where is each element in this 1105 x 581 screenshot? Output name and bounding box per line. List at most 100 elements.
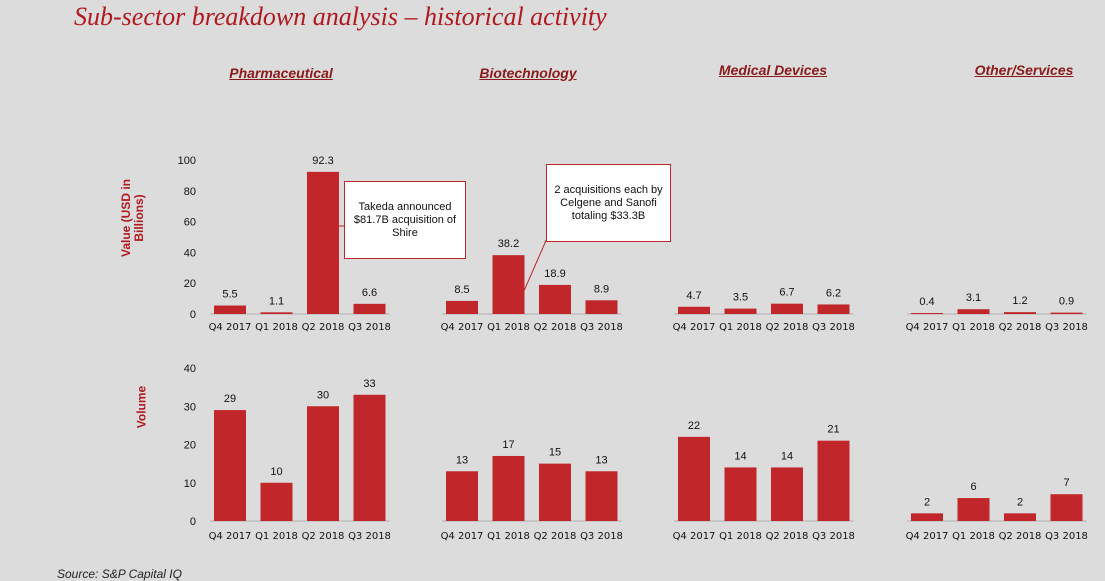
value-ytick-label: 40 [184, 247, 196, 259]
value-data-label: 1.1 [269, 295, 284, 307]
volume-data-label: 7 [1063, 477, 1069, 489]
value-data-label: 0.4 [919, 296, 934, 308]
volume-bar-other-services-q3-2018 [1050, 494, 1083, 521]
value-ytick-label: 60 [184, 217, 196, 229]
value-category-label: Q1 2018 [719, 322, 762, 333]
value-ytick-label: 100 [178, 155, 196, 167]
volume-category-label: Q2 2018 [534, 531, 577, 542]
value-category-label: Q1 2018 [255, 322, 298, 333]
volume-category-label: Q2 2018 [999, 531, 1042, 542]
volume-data-label: 2 [1017, 496, 1023, 508]
value-data-label: 1.2 [1012, 295, 1027, 307]
volume-data-label: 29 [224, 393, 236, 405]
volume-data-label: 6 [970, 481, 976, 493]
volume-bar-medical-devices-q3-2018 [817, 440, 850, 521]
callout-celgene-sanofi: 2 acquisitions each by Celgene and Sanof… [546, 164, 671, 242]
value-bar-medical-devices-q1-2018 [724, 308, 757, 314]
value-category-label: Q2 2018 [766, 322, 809, 333]
value-ytick-label: 80 [184, 186, 196, 198]
value-category-label: Q1 2018 [952, 322, 995, 333]
value-bar-other-services-q4-2017 [911, 313, 943, 314]
value-data-label: 8.5 [454, 284, 469, 296]
value-data-label: 0.9 [1059, 296, 1074, 308]
volume-category-label: Q2 2018 [766, 531, 809, 542]
value-category-label: Q4 2017 [673, 322, 716, 333]
volume-category-label: Q1 2018 [255, 531, 298, 542]
volume-data-label: 33 [363, 378, 375, 390]
value-category-label: Q3 2018 [348, 322, 391, 333]
volume-bar-biotechnology-q3-2018 [585, 471, 618, 521]
value-data-label: 5.5 [222, 289, 237, 301]
volume-bar-medical-devices-q4-2017 [678, 436, 710, 521]
volume-category-label: Q1 2018 [487, 531, 530, 542]
value-data-label: 3.5 [733, 292, 748, 304]
value-category-label: Q1 2018 [487, 322, 530, 333]
value-category-label: Q3 2018 [580, 322, 623, 333]
source-note: Source: S&P Capital IQ [57, 567, 182, 581]
value-category-label: Q2 2018 [534, 322, 577, 333]
sector-header-pharmaceutical: Pharmaceutical [229, 65, 333, 81]
sector-header-medical-devices: Medical Devices [718, 62, 828, 78]
callout-celgene-sanofi-leader [519, 235, 549, 301]
value-bar-medical-devices-q3-2018 [817, 304, 850, 314]
volume-bar-other-services-q2-2018 [1004, 513, 1036, 521]
volume-bar-medical-devices-q1-2018 [724, 467, 757, 521]
value-bar-biotechnology-q4-2017 [446, 300, 478, 314]
value-bar-other-services-q1-2018 [957, 309, 990, 314]
volume-data-label: 17 [502, 439, 514, 451]
volume-bar-other-services-q1-2018 [957, 498, 990, 521]
volume-category-label: Q3 2018 [580, 531, 623, 542]
volume-ytick-label: 0 [190, 516, 196, 528]
value-bar-biotechnology-q3-2018 [585, 300, 618, 314]
page-title: Sub-sector breakdown analysis – historic… [74, 2, 607, 31]
volume-category-label: Q3 2018 [812, 531, 855, 542]
volume-data-label: 14 [781, 450, 793, 462]
volume-ytick-label: 30 [184, 401, 196, 413]
volume-bar-pharmaceutical-q4-2017 [214, 410, 246, 521]
volume-bar-other-services-q4-2017 [911, 513, 943, 521]
volume-bar-pharmaceutical-q3-2018 [353, 394, 386, 521]
volume-category-label: Q1 2018 [719, 531, 762, 542]
volume-data-label: 30 [317, 389, 329, 401]
value-ytick-label: 0 [190, 309, 196, 321]
value-bar-biotechnology-q1-2018 [492, 255, 525, 314]
value-bar-biotechnology-q2-2018 [539, 284, 571, 314]
volume-ytick-label: 10 [184, 478, 196, 490]
volume-data-label: 13 [595, 454, 607, 466]
value-bar-pharmaceutical-q4-2017 [214, 305, 246, 314]
volume-category-label: Q4 2017 [673, 531, 716, 542]
value-category-label: Q3 2018 [1045, 322, 1088, 333]
volume-bar-biotechnology-q4-2017 [446, 471, 478, 521]
value-data-label: 6.6 [362, 287, 377, 299]
value-data-label: 92.3 [312, 155, 333, 167]
value-data-label: 38.2 [498, 238, 519, 250]
value-data-label: 3.1 [966, 292, 981, 304]
value-category-label: Q4 2017 [441, 322, 484, 333]
callout-takeda: Takeda announced $81.7B acquisition of S… [344, 181, 466, 259]
volume-category-label: Q3 2018 [1045, 531, 1088, 542]
value-category-label: Q4 2017 [209, 322, 252, 333]
volume-data-label: 13 [456, 454, 468, 466]
volume-bar-pharmaceutical-q1-2018 [260, 482, 293, 521]
value-category-label: Q4 2017 [906, 322, 949, 333]
volume-bar-medical-devices-q2-2018 [771, 467, 803, 521]
volume-category-label: Q4 2017 [209, 531, 252, 542]
value-bar-medical-devices-q2-2018 [771, 303, 803, 314]
volume-data-label: 21 [827, 424, 839, 436]
volume-data-label: 22 [688, 420, 700, 432]
volume-data-label: 2 [924, 496, 930, 508]
sector-header-other-services: Other/Services [974, 62, 1074, 78]
volume-category-label: Q4 2017 [906, 531, 949, 542]
volume-bar-pharmaceutical-q2-2018 [307, 406, 339, 521]
value-bar-pharmaceutical-q2-2018 [307, 171, 339, 314]
value-bar-pharmaceutical-q1-2018 [260, 312, 293, 314]
value-bar-pharmaceutical-q3-2018 [353, 303, 386, 314]
value-bar-medical-devices-q4-2017 [678, 306, 710, 314]
value-ytick-label: 20 [184, 278, 196, 290]
volume-category-label: Q3 2018 [348, 531, 391, 542]
sector-header-biotechnology: Biotechnology [479, 65, 577, 81]
volume-ytick-label: 40 [184, 363, 196, 375]
volume-data-label: 10 [270, 466, 282, 478]
volume-category-label: Q2 2018 [302, 531, 345, 542]
volume-bar-biotechnology-q1-2018 [492, 455, 525, 521]
